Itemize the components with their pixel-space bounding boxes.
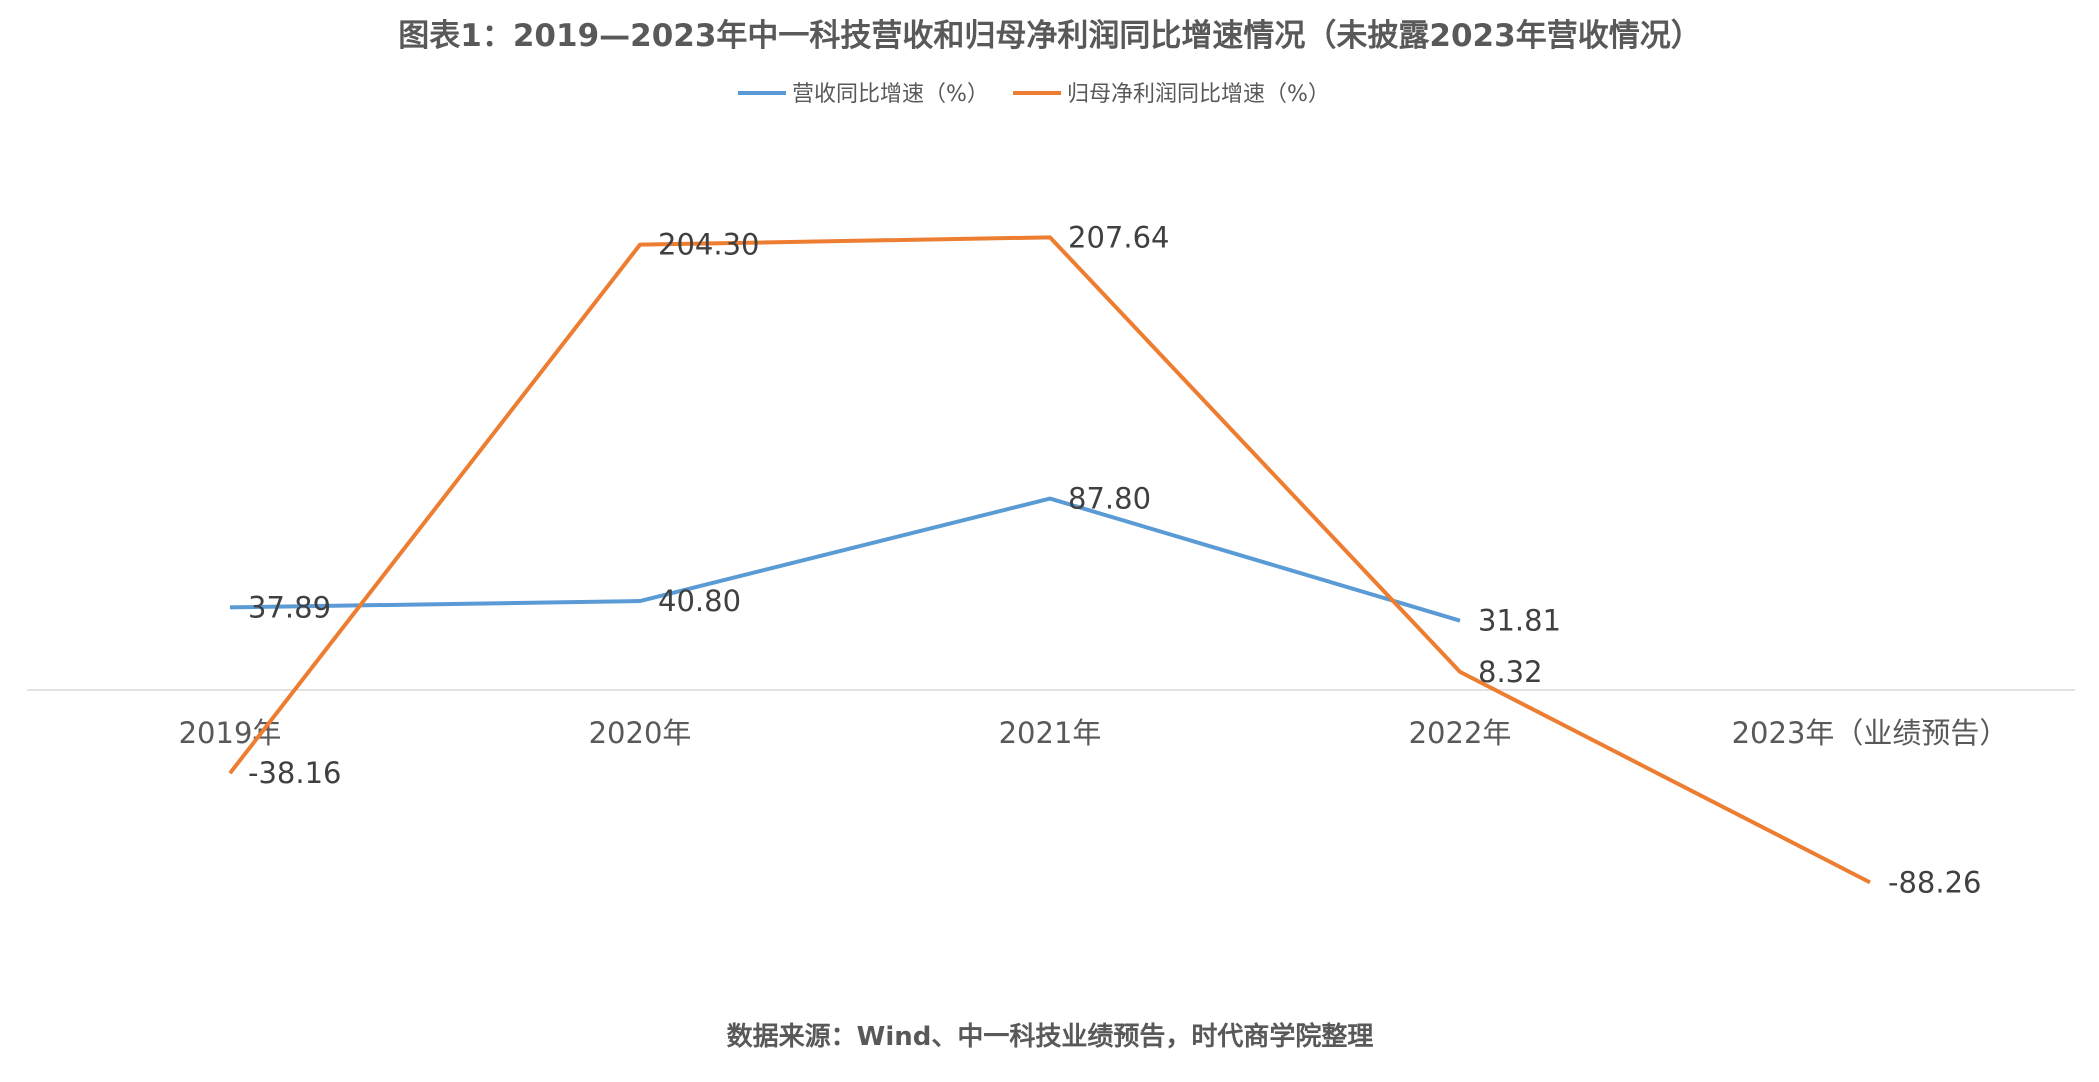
legend-label: 归母净利润同比增速（%） xyxy=(1067,82,1330,107)
legend-label: 营收同比增速（%） xyxy=(792,82,989,107)
legend: 营收同比增速（%） 归母净利润同比增速（%） xyxy=(738,82,1330,107)
x-tick-label: 2023年（业绩预告） xyxy=(1732,716,2009,750)
chart-title: 图表1：2019—2023年中一科技营收和归母净利润同比增速情况（未披露2023… xyxy=(398,18,1701,54)
data-label: -88.26 xyxy=(1888,865,1982,899)
x-tick-label: 2020年 xyxy=(589,716,692,750)
x-tick-label: 2019年 xyxy=(179,716,282,750)
data-label: 40.80 xyxy=(658,584,741,618)
source-note: 数据来源：Wind、中一科技业绩预告，时代商学院整理 xyxy=(727,1021,1374,1052)
data-label: 87.80 xyxy=(1068,482,1151,516)
data-label: 31.81 xyxy=(1478,604,1561,638)
data-label: 8.32 xyxy=(1478,655,1543,689)
data-label: 204.30 xyxy=(658,228,759,262)
series-line-0 xyxy=(229,496,1461,623)
data-label: 207.64 xyxy=(1068,220,1169,254)
data-label: 37.89 xyxy=(248,590,331,624)
x-tick-label: 2021年 xyxy=(999,716,1102,750)
series-line-1 xyxy=(228,235,1871,885)
x-tick-label: 2022年 xyxy=(1409,716,1512,750)
data-label: -38.16 xyxy=(248,756,342,790)
